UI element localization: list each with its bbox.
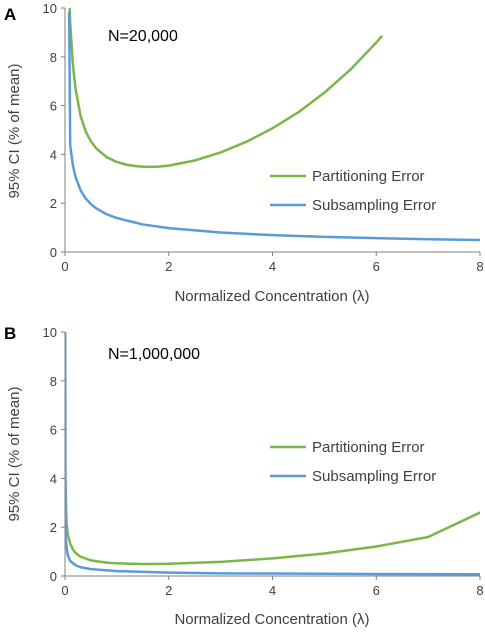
y-tick-label: 2: [50, 196, 57, 211]
y-tick-label: 0: [50, 245, 57, 260]
legend-label: Subsampling Error: [312, 197, 436, 214]
y-tick-label: 4: [50, 147, 57, 162]
panel-b-label: B: [4, 324, 16, 343]
y-tick-label: 2: [50, 520, 57, 535]
panel-a-x-axis-label: Normalized Concentration (λ): [174, 288, 369, 305]
y-tick-label: 10: [43, 325, 57, 340]
panel-b-annotation: N=1,000,000: [108, 346, 200, 363]
x-tick-label: 2: [165, 259, 172, 274]
x-tick-label: 8: [476, 583, 483, 598]
legend-label: Partitioning Error: [312, 439, 425, 456]
panel-a-y-axis-label: 95% CI (% of mean): [6, 63, 23, 198]
y-tick-label: 8: [50, 50, 57, 65]
x-tick-label: 0: [61, 259, 68, 274]
x-tick-label: 2: [165, 583, 172, 598]
x-tick-label: 8: [476, 259, 483, 274]
series-line: [68, 8, 383, 169]
series-line: [67, 11, 480, 242]
series-line: [65, 332, 480, 576]
y-tick-label: 4: [50, 471, 57, 486]
legend-label: Partitioning Error: [312, 168, 425, 185]
x-tick-label: 6: [373, 259, 380, 274]
x-tick-label: 4: [269, 583, 276, 598]
panel-a: A N=20,000 Normalized Concentration (λ) …: [4, 1, 484, 305]
panel-b: B N=1,000,000 Normalized Concentration (…: [4, 324, 484, 628]
panel-b-x-axis-label: Normalized Concentration (λ): [174, 611, 369, 628]
panel-a-label: A: [4, 5, 16, 24]
x-tick-label: 0: [61, 583, 68, 598]
x-tick-label: 6: [373, 583, 380, 598]
y-tick-label: 6: [50, 423, 57, 438]
y-tick-label: 8: [50, 374, 57, 389]
y-tick-label: 0: [50, 569, 57, 584]
panel-b-y-axis-label: 95% CI (% of mean): [6, 386, 23, 521]
x-tick-label: 4: [269, 259, 276, 274]
series-line: [65, 479, 480, 566]
legend-label: Subsampling Error: [312, 468, 436, 485]
y-tick-label: 10: [43, 1, 57, 16]
y-tick-label: 6: [50, 99, 57, 114]
panel-a-annotation: N=20,000: [108, 28, 178, 45]
